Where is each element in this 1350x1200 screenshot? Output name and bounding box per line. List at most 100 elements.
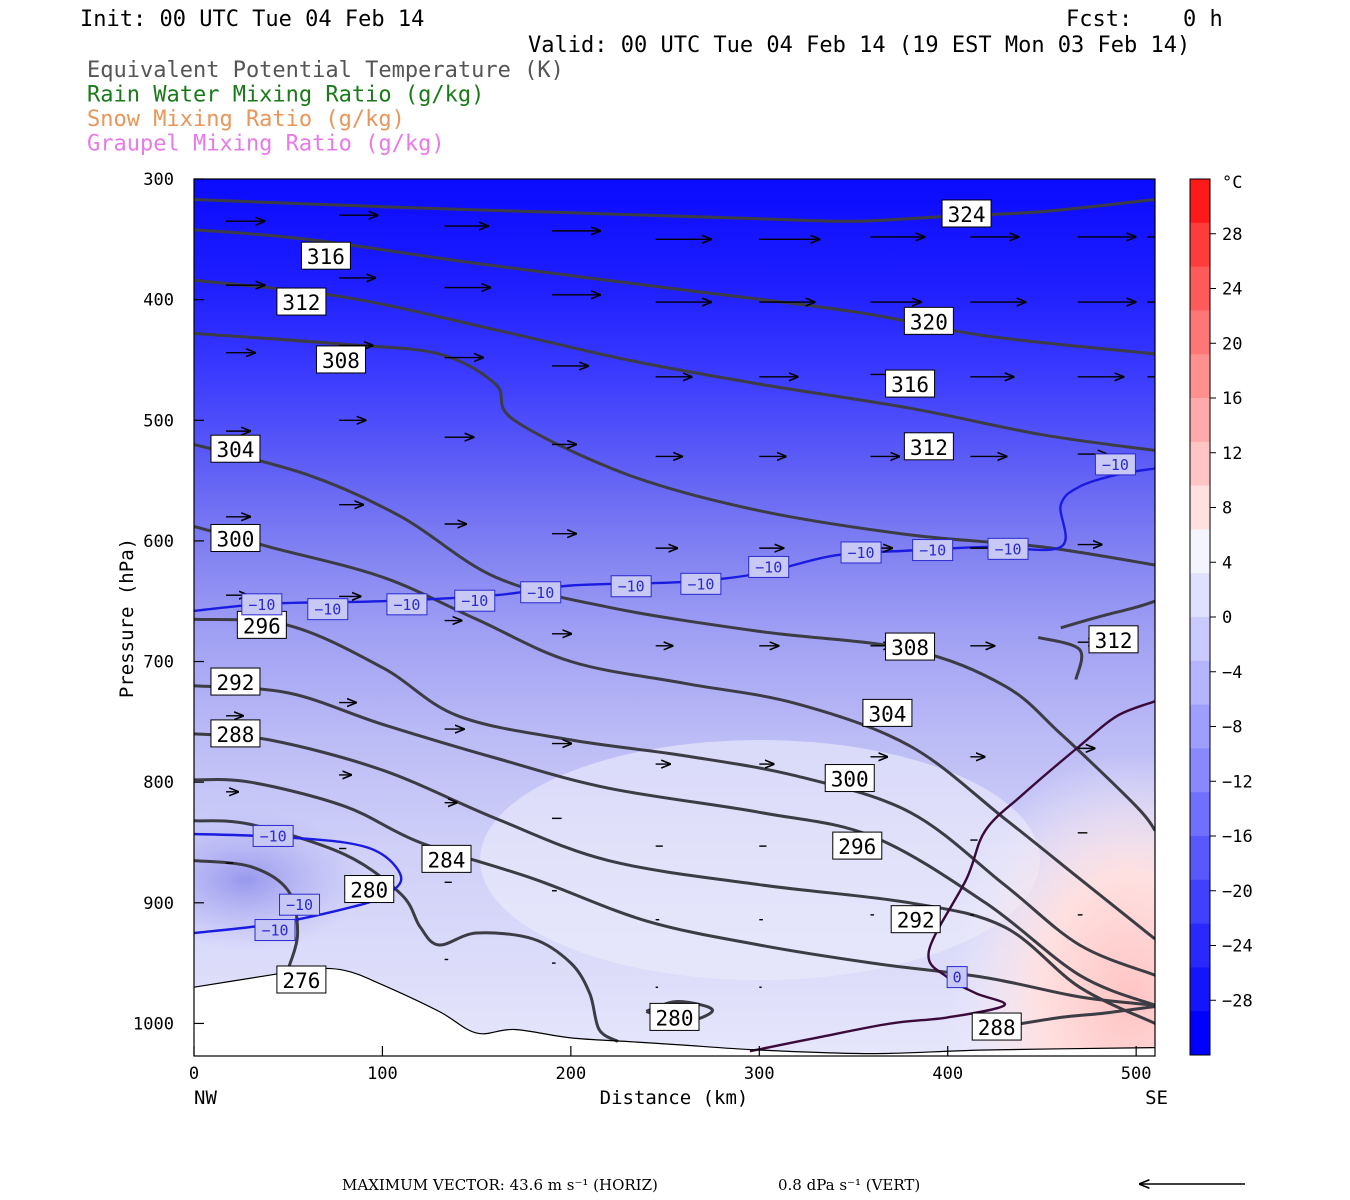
x-tick-label: 200 — [556, 1064, 587, 1084]
colorbar-swatch — [1190, 310, 1210, 355]
theta-e-label: 300 — [216, 527, 254, 551]
temperature-label: −10 — [248, 596, 275, 614]
theta-e-label-box — [832, 831, 883, 860]
colorbar-swatch — [1190, 879, 1210, 925]
theta-e-label: 276 — [282, 969, 320, 993]
theta-e-label-box — [862, 698, 913, 727]
theta-e-contour-line — [194, 819, 619, 1043]
temperature-label-box — [520, 581, 562, 604]
colorbar-tick-label: 28 — [1222, 225, 1242, 245]
theta-e-label: 280 — [350, 879, 388, 903]
temperature-label: −10 — [1102, 456, 1129, 474]
theta-e-label-box — [300, 241, 351, 270]
temperature-label-box — [680, 572, 722, 595]
theta-e-contour-line — [194, 198, 1155, 223]
theta-e-label: 316 — [891, 373, 929, 397]
theta-e-label-box — [1088, 625, 1139, 654]
theta-e-label-box — [210, 719, 261, 748]
x-tick-label: 500 — [1121, 1064, 1152, 1084]
theta-e-contour-line — [194, 442, 1155, 832]
theta-e-contour-line — [194, 228, 1155, 356]
temperature-label: −10 — [618, 578, 645, 596]
theta-e-label: 312 — [910, 436, 948, 460]
temperature-label-box — [279, 893, 321, 916]
x-axis-title: Distance (km) — [600, 1087, 749, 1109]
theta-e-labels: 324 316 320 312 308 316 304 312 300 296 308 292 304 2… — [210, 199, 1139, 1041]
temperature-label-box — [307, 598, 349, 621]
colorbar-swatch — [1190, 441, 1210, 487]
temperature-label-box — [241, 593, 283, 616]
theta-e-label: 288 — [216, 723, 254, 747]
colorbar-tick-label: 24 — [1222, 280, 1242, 300]
x-tick-label: 300 — [744, 1064, 775, 1084]
theta-e-contour-line — [194, 732, 1155, 1025]
temperature-label: −10 — [755, 558, 782, 576]
colorbar-swatch — [1190, 923, 1210, 968]
theta-e-label: 300 — [831, 768, 869, 792]
colorbar-swatch — [1190, 398, 1210, 443]
x-end-right-label: SE — [1145, 1087, 1168, 1109]
plot-area: 324 316 320 312 308 316 304 312 300 296 308 292 304 2… — [194, 179, 1155, 1056]
theta-e-label-box — [903, 432, 954, 461]
theta-e-contours — [194, 198, 1155, 1043]
temperature-label: −10 — [527, 584, 554, 602]
legend-entry: Rain Water Mixing Ratio (g/kg) — [87, 83, 484, 108]
theta-e-label-box — [421, 844, 472, 873]
fcst-value: 0 h — [1183, 7, 1223, 32]
theta-e-label: 324 — [948, 203, 986, 227]
colorbar-swatch — [1190, 1011, 1210, 1056]
theta-e-label: 280 — [656, 1006, 694, 1030]
cold-pocket-shading — [194, 810, 365, 950]
colorbar-swatch — [1190, 222, 1210, 268]
theta-e-label-box — [649, 1002, 700, 1031]
temperature-label-box — [1094, 453, 1136, 476]
theta-e-label-box — [315, 345, 366, 374]
temperature-label-box — [610, 575, 652, 598]
colorbar-swatch — [1190, 179, 1210, 224]
y-tick-label: 1000 — [133, 1014, 174, 1034]
temperature-label: −10 — [461, 592, 488, 610]
colorbar-swatch — [1190, 617, 1210, 662]
colorbar-tick-label: 0 — [1222, 608, 1232, 628]
theta-e-label-box — [276, 965, 327, 994]
temperature-label: −10 — [286, 896, 313, 914]
y-tick-label: 700 — [143, 653, 174, 673]
temperature-label-box — [912, 539, 954, 562]
theta-e-label: 308 — [322, 349, 360, 373]
theta-e-label-box — [344, 875, 395, 904]
colorbar-tick-label: 4 — [1222, 553, 1232, 573]
temperature-label-box — [987, 537, 1029, 560]
temperature-label: −10 — [848, 544, 875, 562]
colorbar-tick-label: −16 — [1222, 827, 1253, 847]
theta-e-label: 312 — [282, 291, 320, 315]
theta-e-contour-line — [1060, 599, 1155, 630]
colorbar-tick-label: 8 — [1222, 499, 1232, 519]
temperature-label: −10 — [260, 827, 287, 845]
temperature-label: −10 — [314, 601, 341, 619]
theta-e-label: 292 — [216, 671, 254, 695]
theta-e-label-box — [236, 610, 287, 639]
y-tick-label: 600 — [143, 532, 174, 552]
colorbar-tick-label: −24 — [1222, 937, 1253, 957]
temperature-label-box — [386, 593, 428, 616]
colorbar-tick-label: −20 — [1222, 882, 1253, 902]
theta-e-label: 288 — [978, 1016, 1016, 1040]
theta-e-label-box — [824, 764, 875, 793]
theta-e-contour-line — [194, 524, 1155, 941]
theta-e-label-box — [276, 287, 327, 316]
colorbar-swatch — [1190, 704, 1210, 749]
temperature-label-box — [748, 555, 790, 578]
colorbar-tick-label: −12 — [1222, 772, 1253, 792]
theta-e-label: 296 — [243, 614, 281, 638]
theta-e-label: 316 — [307, 245, 345, 269]
zero-isotherm-line — [749, 700, 1155, 1053]
temperature-label: −10 — [393, 596, 420, 614]
theta-e-label-box — [941, 199, 992, 228]
colorbar-tick-label: 12 — [1222, 444, 1242, 464]
valid-label: Valid: 00 UTC Tue 04 Feb 14 (19 EST Mon … — [528, 33, 1190, 58]
temperature-label: 0 — [953, 969, 962, 987]
colorbar-tick-label: 16 — [1222, 389, 1242, 409]
theta-e-label: 320 — [910, 310, 948, 334]
colorbar-swatch — [1190, 836, 1210, 881]
x-tick-label: 100 — [367, 1064, 398, 1084]
